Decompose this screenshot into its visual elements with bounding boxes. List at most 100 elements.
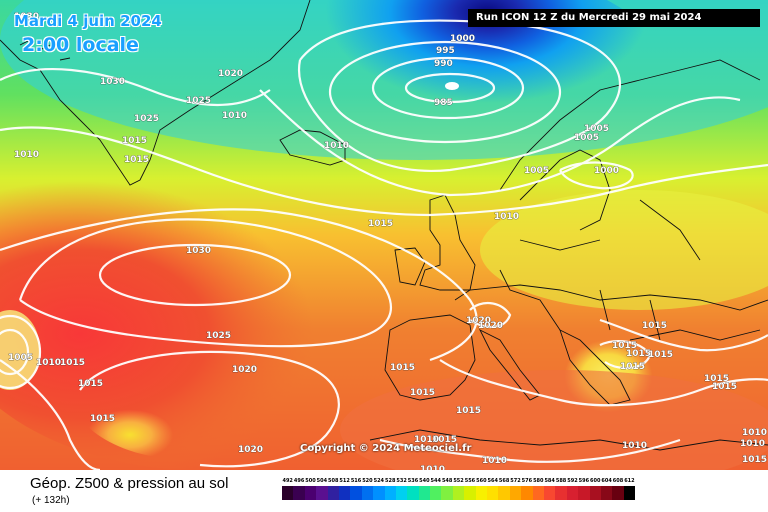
isobar-label: 1000: [594, 166, 619, 176]
isobar-label: 1020: [232, 365, 257, 375]
isobar-label: 1020: [478, 321, 503, 331]
scale-swatch: [589, 486, 601, 500]
scale-label: 540: [419, 478, 430, 484]
isobar-label: 1015: [620, 362, 645, 372]
isobar-label: 1025: [186, 96, 211, 106]
coastlines: [0, 0, 768, 451]
isobar-label: 1025: [206, 331, 231, 341]
isobar-label: 1010: [742, 428, 767, 438]
scale-label: 516: [350, 478, 362, 484]
scale-swatch: [304, 486, 317, 500]
scale-swatch: [361, 486, 374, 500]
scale-label: 504: [316, 478, 328, 484]
isobar-label: 1005: [524, 166, 549, 176]
isobar-label: 1020: [466, 316, 491, 326]
scale-swatch: [384, 486, 396, 500]
scale-label: 552: [453, 478, 464, 484]
scale-label: 496: [293, 478, 305, 484]
isobar-label: 1025: [134, 114, 159, 124]
isobar-label: 1015: [368, 219, 393, 229]
isobar-label: 1015: [124, 155, 149, 165]
scale-label: 608: [612, 478, 624, 484]
scale-label: 564: [487, 478, 498, 484]
isobar-label: 1015: [122, 136, 147, 146]
isobar-label: 1015: [390, 363, 415, 373]
isobar-label: 1015: [432, 435, 457, 445]
copyright-notice: Copyright © 2024 Meteociel.fr: [300, 443, 472, 454]
isobar-label: 1020: [238, 445, 263, 455]
scale-label: 576: [521, 478, 533, 484]
color-scale-bar: [282, 486, 636, 500]
legend-title: Géop. Z500 & pression au sol: [30, 475, 229, 492]
scale-swatch: [282, 486, 294, 500]
scale-swatch: [498, 486, 510, 500]
scale-swatch: [430, 486, 442, 500]
scale-label: 560: [476, 478, 487, 484]
scale-label: 612: [624, 478, 635, 484]
isobar-label: 1010: [36, 358, 61, 368]
isobar-labels: 1030 1020 1025 1010 1025 1030 1010 1015 …: [8, 12, 768, 470]
scale-swatch: [566, 486, 579, 500]
isobar-label: 985: [434, 98, 453, 108]
scale-swatch: [543, 486, 556, 500]
isobar-label: 1015: [742, 455, 767, 465]
isobar-label: 1010: [222, 111, 247, 121]
scale-swatch: [373, 486, 385, 500]
scale-label: 588: [555, 478, 567, 484]
scale-swatch: [612, 486, 624, 500]
color-scale: 492 496 500 504 508 512 516 520 524 528 532 536 540 5…: [282, 478, 636, 500]
scale-label: 536: [407, 478, 419, 484]
scale-label: 508: [328, 478, 339, 484]
scale-label: 556: [464, 478, 476, 484]
scale-swatch: [509, 486, 522, 500]
scale-swatch: [521, 486, 533, 500]
isobar-label: 1015: [456, 406, 481, 416]
scale-label: 600: [590, 478, 601, 484]
scale-swatch: [600, 486, 613, 500]
isobar-label: 1005: [584, 124, 609, 134]
scale-swatch: [327, 486, 339, 500]
scale-swatch: [487, 486, 499, 500]
isobar-label: 1015: [612, 341, 637, 351]
isobar-label: 1015: [410, 388, 435, 398]
scale-swatch: [464, 486, 476, 500]
isobar-label: 1015: [626, 349, 651, 359]
isobar-label: 1010: [414, 435, 439, 445]
isobar-label: 1020: [218, 69, 243, 79]
isobar-label: 1010: [14, 150, 39, 160]
scale-label: 528: [384, 478, 396, 484]
isobar-label: 1010: [622, 441, 647, 451]
isobar-label: 1015: [60, 358, 85, 368]
scale-swatch: [350, 486, 362, 500]
isobar-label: 1015: [648, 350, 673, 360]
isobar-label: 1015: [78, 379, 103, 389]
scale-label: 580: [533, 478, 544, 484]
isobar-label: 1000: [450, 34, 475, 44]
scale-label: 568: [498, 478, 510, 484]
isobars: [0, 19, 768, 470]
scale-swatch: [441, 486, 453, 500]
scale-label: 572: [510, 478, 521, 484]
color-scale-labels: 492 496 500 504 508 512 516 520 524 528 532 536 540 5…: [282, 478, 635, 484]
isobar-label: 1010: [420, 465, 445, 470]
isobar-label: 1010: [482, 456, 507, 466]
scale-swatch: [555, 486, 567, 500]
scale-label: 524: [373, 478, 385, 484]
scale-swatch: [475, 486, 488, 500]
scale-label: 596: [578, 478, 590, 484]
isobar-label: 1010: [494, 212, 519, 222]
low-center-marker: [445, 82, 459, 90]
scale-swatch: [418, 486, 431, 500]
scale-label: 532: [396, 478, 407, 484]
isobar-label: 1010: [740, 439, 765, 449]
isobar-label: 1030: [14, 12, 39, 22]
isobar-label: 995: [436, 46, 455, 56]
isobar-label: 1010: [324, 141, 349, 151]
isobar-label: 990: [434, 59, 453, 69]
scale-label: 604: [601, 478, 612, 484]
scale-label: 512: [339, 478, 350, 484]
isobar-label: 1030: [100, 77, 125, 87]
legend-subtitle: (+ 132h): [32, 495, 70, 506]
scale-swatch: [452, 486, 465, 500]
forecast-time: 2:00 locale: [22, 34, 139, 56]
